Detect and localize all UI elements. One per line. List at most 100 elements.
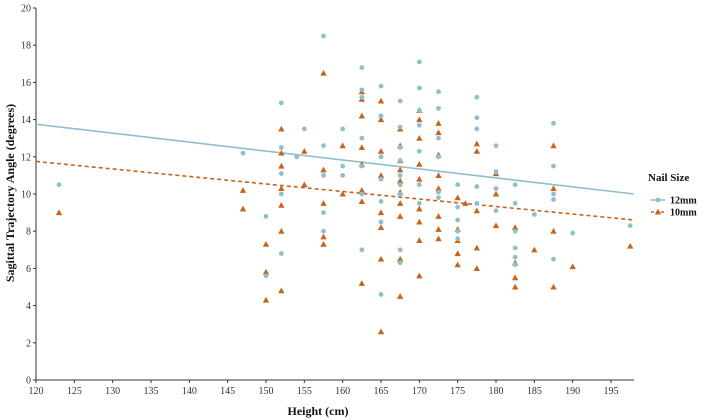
data-point-10mm	[377, 255, 385, 262]
data-point-12mm	[512, 228, 518, 234]
data-point-10mm	[320, 200, 327, 206]
data-point-12mm	[294, 154, 300, 160]
data-point-10mm	[262, 296, 270, 303]
data-point-12mm	[359, 135, 365, 141]
x-tick-label: 180	[489, 386, 504, 397]
data-point-10mm	[377, 148, 385, 154]
y-tick-label: 12	[21, 152, 31, 163]
data-point-10mm	[473, 148, 481, 154]
data-point-12mm	[551, 191, 556, 197]
data-point-10mm	[416, 161, 423, 167]
data-point-10mm	[454, 250, 461, 257]
data-point-10mm	[358, 280, 366, 286]
trend-line-10mm	[35, 160, 635, 221]
data-point-12mm	[278, 100, 284, 106]
data-point-10mm	[550, 185, 557, 191]
data-point-10mm	[435, 235, 442, 242]
data-point-10mm	[377, 328, 385, 335]
trend-lines	[35, 123, 635, 221]
data-point-10mm	[511, 283, 519, 290]
data-point-12mm	[416, 148, 422, 154]
data-point-10mm	[492, 222, 500, 229]
x-tick-label: 150	[259, 386, 274, 397]
data-point-10mm	[473, 207, 481, 214]
data-point-12mm	[378, 176, 384, 182]
data-point-12mm	[240, 150, 246, 156]
data-point-12mm	[359, 94, 365, 100]
data-point-12mm	[321, 33, 326, 39]
data-point-10mm	[416, 272, 423, 279]
trend-line-12mm	[35, 123, 635, 195]
data-point-10mm	[462, 200, 469, 206]
data-point-10mm	[473, 265, 481, 271]
y-tick-label: 18	[21, 41, 31, 52]
data-point-10mm	[454, 194, 461, 201]
data-point-12mm	[455, 217, 461, 223]
data-point-12mm	[436, 135, 441, 141]
data-point-12mm	[436, 154, 441, 160]
series-10mm	[55, 69, 634, 335]
data-point-10mm	[377, 116, 385, 123]
data-point-12mm	[278, 191, 284, 197]
x-tick-label: 175	[450, 386, 465, 397]
data-point-12mm	[321, 143, 326, 149]
x-tick-label: 165	[374, 386, 389, 397]
data-point-12mm	[416, 182, 422, 188]
data-point-10mm	[239, 187, 247, 193]
data-point-10mm	[55, 209, 63, 216]
data-point-10mm	[278, 185, 285, 191]
data-point-12mm	[359, 191, 365, 197]
y-tick-label: 20	[21, 4, 31, 15]
data-point-10mm	[511, 274, 519, 281]
data-point-12mm	[378, 292, 384, 297]
data-point-12mm	[531, 212, 537, 217]
x-axis-title: Height (cm)	[288, 404, 349, 418]
data-point-10mm	[550, 142, 557, 149]
data-point-12mm	[474, 200, 480, 206]
data-point-10mm	[396, 200, 404, 206]
data-points	[55, 33, 634, 335]
data-point-12mm	[416, 85, 422, 91]
data-point-10mm	[396, 255, 404, 262]
data-point-12mm	[474, 184, 480, 189]
data-point-10mm	[278, 228, 285, 234]
data-point-12mm	[436, 189, 441, 195]
data-point-12mm	[359, 65, 365, 70]
data-point-12mm	[263, 273, 269, 279]
data-point-12mm	[436, 89, 441, 95]
data-point-10mm	[377, 209, 385, 216]
x-tick-label: 135	[144, 386, 159, 397]
data-point-10mm	[550, 283, 557, 290]
y-axis-title: Sagittal Trajectory Angle (degrees)	[3, 104, 17, 282]
data-point-12mm	[397, 145, 403, 150]
data-point-10mm	[435, 172, 442, 178]
x-tick-label: 125	[67, 386, 82, 397]
data-point-12mm	[551, 256, 556, 262]
data-point-12mm	[397, 247, 403, 253]
data-point-10mm	[278, 162, 285, 169]
data-point-12mm	[493, 208, 499, 214]
data-point-12mm	[512, 245, 518, 251]
data-point-12mm	[278, 145, 284, 150]
y-tick-label: 16	[21, 78, 31, 89]
data-point-12mm	[397, 173, 403, 178]
data-point-12mm	[455, 236, 461, 242]
x-tick-label: 160	[335, 386, 350, 397]
data-point-12mm	[263, 213, 269, 219]
data-point-10mm	[377, 97, 385, 104]
data-point-12mm	[397, 98, 403, 104]
x-tick-label: 145	[220, 386, 235, 397]
data-point-10mm	[320, 166, 327, 173]
data-point-12mm	[378, 154, 384, 160]
data-point-12mm	[397, 158, 403, 163]
data-point-10mm	[278, 287, 285, 294]
series-12mm	[56, 33, 633, 297]
data-point-10mm	[262, 241, 270, 247]
data-point-10mm	[396, 166, 404, 173]
x-tick-label: 140	[182, 386, 197, 397]
x-tick-label: 195	[604, 386, 619, 397]
data-point-10mm	[626, 242, 634, 249]
data-point-12mm	[278, 171, 284, 176]
data-point-12mm	[493, 143, 499, 149]
